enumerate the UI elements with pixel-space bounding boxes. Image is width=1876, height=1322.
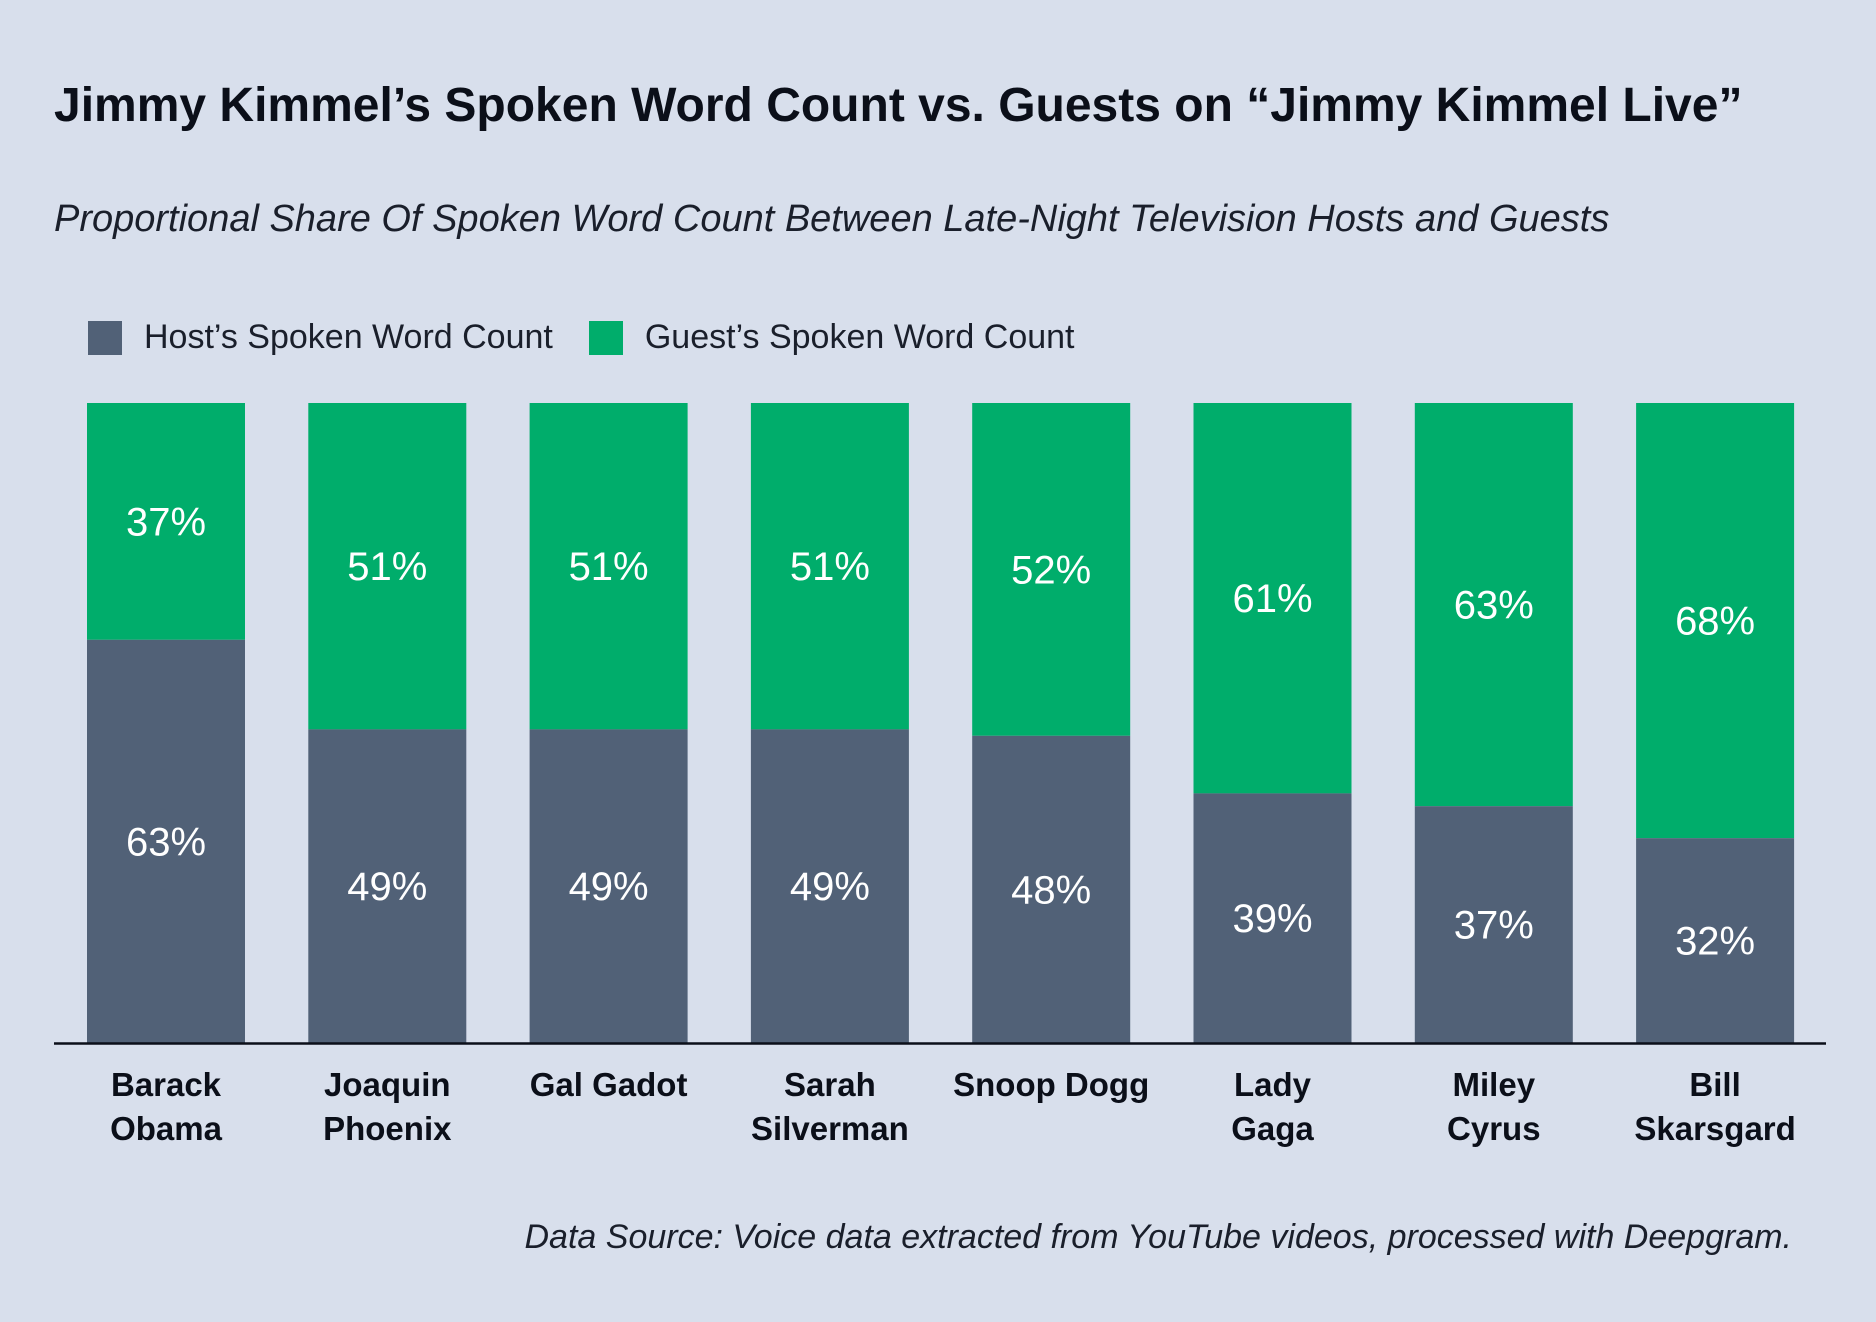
- data-label-host-miley-cyrus: 37%: [1454, 904, 1534, 948]
- bar-guest-joaquin-phoenix: [308, 403, 467, 730]
- bar-host-joaquin-phoenix: [308, 729, 467, 1043]
- bar-host-lady-gaga: [1193, 793, 1352, 1043]
- data-label-guest-joaquin-phoenix: 51%: [347, 545, 427, 589]
- bar-guest-gal-gadot: [529, 403, 688, 730]
- legend-item-host: Host’s Spoken Word Count: [88, 318, 553, 357]
- bar-host-gal-gadot: [529, 729, 688, 1043]
- data-label-guest-barack-obama: 37%: [126, 500, 206, 544]
- chart-subtitle: Proportional Share Of Spoken Word Count …: [54, 198, 1610, 240]
- data-label-host-bill-skarsgard: 32%: [1675, 920, 1755, 964]
- data-label-guest-gal-gadot: 51%: [569, 545, 649, 589]
- data-label-guest-sarah-silverman: 51%: [790, 545, 870, 589]
- data-label-host-lady-gaga: 39%: [1232, 897, 1312, 941]
- category-label-miley-cyrus: Miley Cyrus: [1447, 1066, 1541, 1147]
- data-label-guest-bill-skarsgard: 68%: [1675, 600, 1755, 644]
- category-label-bill-skarsgard: Bill Skarsgard: [1634, 1066, 1795, 1147]
- data-label-host-barack-obama: 63%: [126, 820, 206, 864]
- legend-item-guest: Guest’s Spoken Word Count: [588, 318, 1075, 357]
- data-label-guest-miley-cyrus: 63%: [1454, 584, 1534, 628]
- data-label-host-snoop-dogg: 48%: [1011, 868, 1091, 912]
- chart-title: Jimmy Kimmel’s Spoken Word Count vs. Gue…: [54, 79, 1743, 132]
- legend-label-guest: Guest’s Spoken Word Count: [644, 318, 1075, 356]
- legend-swatch-host: [88, 320, 122, 355]
- data-source-note: Data Source: Voice data extracted from Y…: [524, 1218, 1793, 1256]
- bar-host-miley-cyrus: [1414, 806, 1573, 1043]
- bar-guest-miley-cyrus: [1414, 403, 1573, 807]
- data-label-host-joaquin-phoenix: 49%: [347, 865, 427, 909]
- category-label-joaquin-phoenix: Joaquin Phoenix: [323, 1066, 452, 1147]
- legend-swatch-guest: [588, 320, 623, 355]
- bar-host-sarah-silverman: [750, 729, 909, 1043]
- legend: Host’s Spoken Word Count Guest’s Spoken …: [88, 318, 1111, 357]
- data-label-guest-lady-gaga: 61%: [1232, 577, 1312, 621]
- bar-host-barack-obama: [87, 639, 245, 1043]
- bar-host-snoop-dogg: [972, 735, 1131, 1043]
- legend-label-host: Host’s Spoken Word Count: [144, 318, 553, 356]
- data-label-host-gal-gadot: 49%: [569, 865, 649, 909]
- bar-guest-barack-obama: [87, 403, 245, 640]
- category-label-barack-obama: Barack Obama: [110, 1066, 223, 1147]
- category-label-lady-gaga: Lady Gaga: [1231, 1066, 1314, 1147]
- data-label-guest-snoop-dogg: 52%: [1011, 548, 1091, 592]
- bar-guest-sarah-silverman: [750, 403, 909, 730]
- category-label-gal-gadot: Gal Gadot: [530, 1066, 688, 1103]
- bar-guest-lady-gaga: [1193, 403, 1352, 794]
- category-label-snoop-dogg: Snoop Dogg: [953, 1066, 1149, 1103]
- data-label-host-sarah-silverman: 49%: [790, 865, 870, 909]
- bar-host-bill-skarsgard: [1636, 838, 1795, 1043]
- bar-guest-bill-skarsgard: [1636, 403, 1795, 839]
- bar-guest-snoop-dogg: [972, 403, 1131, 736]
- category-label-sarah-silverman: Sarah Silverman: [751, 1066, 909, 1147]
